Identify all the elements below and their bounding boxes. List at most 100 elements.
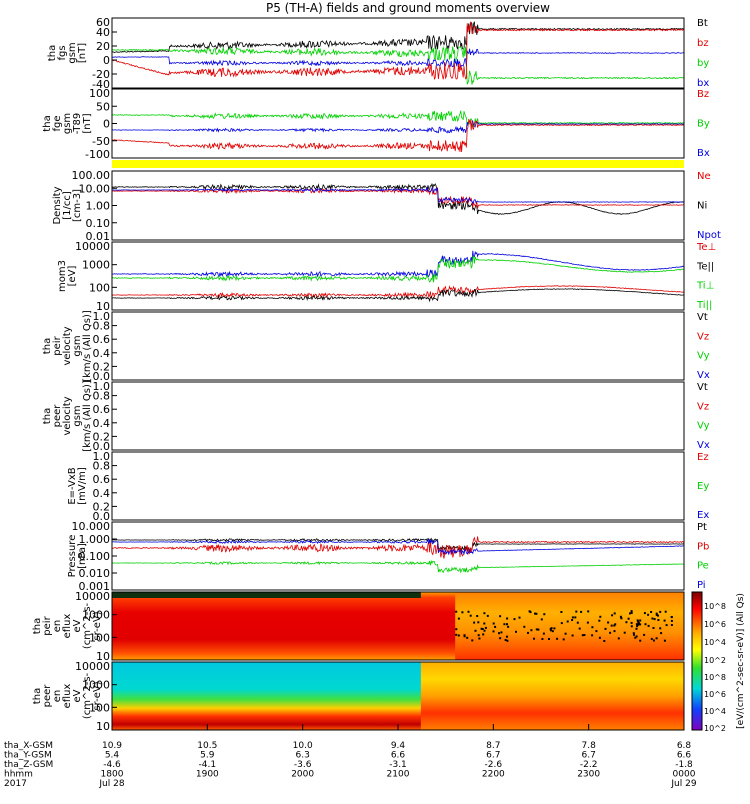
spectrogram-noise-pixel xyxy=(499,637,502,640)
y-tick-label: 100 xyxy=(89,631,110,644)
y-axis-label: tha fge gsm -T89 [nT] xyxy=(42,113,93,135)
y-axis-label-line: gsm xyxy=(62,113,73,134)
panel-frame xyxy=(111,170,685,241)
colorbar-label-text: [eV/(cm^2-sec-sr-eV)] (All Qs) xyxy=(736,593,746,729)
x-tick-label: Jul 29 xyxy=(670,779,696,789)
y-axis-label-line: fgs xyxy=(57,45,68,60)
y-axis-label: tha peer en eflux eV (cm^2-s-sr-eV) xyxy=(32,672,103,719)
y-axis-label-line: tha xyxy=(42,408,53,424)
spectrogram-noise-pixel xyxy=(613,624,616,627)
y-axis-label-line: eV xyxy=(72,689,83,702)
x-tick-label: 5.9 xyxy=(200,751,215,761)
series-pt-trace xyxy=(111,537,685,552)
spectrogram-noise-pixel xyxy=(478,637,481,640)
spectrogram-noise-pixel xyxy=(571,619,574,621)
x-tick-label: 9.4 xyxy=(391,741,406,751)
spectrogram-noise-pixel xyxy=(492,622,495,625)
colorbar-label: [eV/(cm^2-sec-sr-eV)] (All Qs) xyxy=(736,593,746,729)
spectrogram-noise-pixel xyxy=(553,627,556,630)
colorbar-tick-label: 10^2 xyxy=(704,724,726,733)
y-tick-label: 0.8 xyxy=(93,390,111,403)
spectrogram-noise-pixel xyxy=(534,612,536,615)
spectrogram-noise-pixel xyxy=(604,627,607,630)
y-axis-label-line: [nT] xyxy=(77,43,88,63)
x-tick-label: 8.7 xyxy=(486,741,500,751)
spectrogram-noise-pixel xyxy=(513,618,516,621)
spectrogram-noise-pixel xyxy=(623,631,626,634)
x-axis-row-label: tha_Z-GSM xyxy=(4,760,53,770)
y-tick-label: 1.00 xyxy=(86,200,111,213)
x-tick-label: 6.6 xyxy=(677,751,692,761)
spectrogram-noise-pixel xyxy=(580,610,583,613)
x-tick-label: 10.5 xyxy=(197,741,217,751)
colorbar-tick-label: 10^6 xyxy=(704,690,726,699)
spectrogram-noise-pixel xyxy=(486,614,489,617)
colorbar-tick-label: 10^4 xyxy=(704,638,726,647)
spectrogram-noise-pixel xyxy=(652,627,655,629)
legend-entry: Vz xyxy=(697,401,709,412)
y-axis-label-line: en xyxy=(52,620,63,633)
spectrogram-noise-pixel xyxy=(463,635,466,638)
y-tick-label: 0.4 xyxy=(93,347,111,360)
legend-entry: Vt xyxy=(697,312,708,323)
y-tick-label: 0.010 xyxy=(79,567,111,580)
series-te-perp-trace xyxy=(112,285,685,300)
spectrogram-noise-pixel xyxy=(636,619,639,622)
y-axis-label-line: [nPa] xyxy=(77,543,88,569)
y-axis-label-line: peer xyxy=(52,404,63,428)
spectrogram-noise-pixel xyxy=(629,612,631,615)
y-tick-label: 0.8 xyxy=(93,460,111,473)
series-ti-perp-trace xyxy=(111,255,685,283)
y-axis-label-line: tha xyxy=(42,115,53,131)
y-tick-label: 40 xyxy=(96,26,110,39)
x-axis-row-label: tha_Y-GSM xyxy=(4,751,52,761)
spectrogram-noise-pixel xyxy=(499,615,502,618)
spectrogram-noise-pixel xyxy=(523,625,526,628)
y-tick-label: 0.0 xyxy=(93,370,111,383)
y-tick-label: 10 xyxy=(96,650,110,663)
spectrogram-noise-pixel xyxy=(494,625,497,628)
y-tick-label: 10000 xyxy=(75,590,110,603)
y-axis-label-line: Density xyxy=(52,186,63,224)
x-tick-label: 2300 xyxy=(577,770,600,780)
legend-entry: Pt xyxy=(697,522,707,533)
legend-entry: bz xyxy=(697,38,709,49)
spectrogram-noise-pixel xyxy=(529,611,532,614)
spectrogram-noise-pixel xyxy=(551,630,554,633)
legend-entry: Ni xyxy=(697,201,707,212)
x-tick-label: 6.3 xyxy=(296,751,310,761)
spectrogram-noise-pixel xyxy=(632,632,635,635)
spectrogram-noise-pixel xyxy=(540,618,543,621)
spectrogram-noise-pixel xyxy=(625,621,628,624)
series-ne-trace xyxy=(111,187,685,209)
spectrogram-noise-pixel xyxy=(560,622,563,625)
spectrogram-noise-pixel xyxy=(650,611,653,613)
spectrogram-noise-pixel xyxy=(484,626,487,629)
spectrogram-noise-pixel xyxy=(659,610,662,613)
panel-frame xyxy=(111,521,685,591)
spectrogram-noise-pixel xyxy=(533,637,535,640)
y-tick-label: 1000 xyxy=(82,679,110,692)
spectrogram-noise-pixel xyxy=(541,638,544,640)
x-tick-label: 2100 xyxy=(387,770,410,780)
y-axis-label-line: -T89 xyxy=(72,113,83,135)
colorbar xyxy=(691,591,703,731)
spectrogram-noise-pixel xyxy=(664,610,667,613)
x-tick-label: 6.7 xyxy=(582,751,596,761)
spectrogram-noise-pixel xyxy=(498,632,500,635)
spectrogram-noise-pixel xyxy=(617,637,620,640)
spectrogram-noise-pixel xyxy=(643,633,646,636)
spectrogram-noise-pixel xyxy=(653,618,656,621)
spectrogram-noise-pixel xyxy=(670,619,673,622)
y-axis-label: tha peir en eflux eV (cm^2-s-sr-eV) xyxy=(32,602,103,649)
spectrogram-noise-pixel xyxy=(598,619,601,622)
spectrogram-noise-pixel xyxy=(575,610,578,613)
x-tick-label: -1.8 xyxy=(675,760,693,770)
spectrogram-noise-pixel xyxy=(518,616,521,619)
spectrogram-noise-pixel xyxy=(630,621,633,624)
spectrogram-noise-pixel xyxy=(500,631,503,634)
y-tick-label: 1.0 xyxy=(93,380,111,393)
y-tick-label: 0.6 xyxy=(93,403,111,416)
spectrogram-noise-pixel xyxy=(635,623,638,626)
